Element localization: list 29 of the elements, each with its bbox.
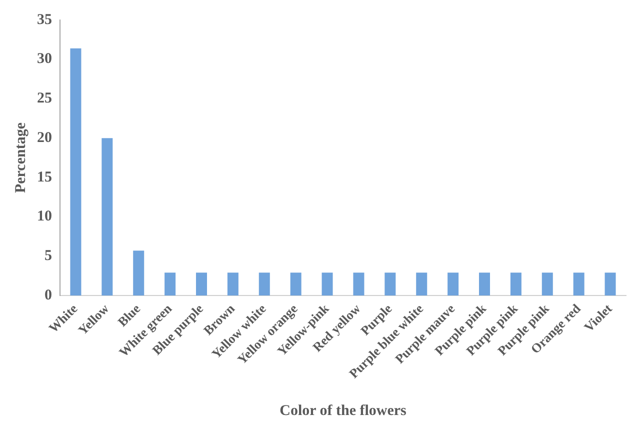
bar [102,138,113,296]
bar [70,48,82,296]
y-tick-label: 25 [37,90,52,107]
bar [290,272,302,296]
bar [448,272,459,296]
bar [478,272,490,296]
bar [196,272,208,296]
y-axis-title: Percentage [12,122,29,194]
y-tick-label: 10 [37,208,52,225]
x-axis-title: Color of the flowers [280,402,407,419]
bar [322,272,333,296]
y-tick-label: 0 [44,287,52,304]
bar [258,272,270,296]
bar [604,272,616,296]
bar [353,272,364,296]
x-tick-label: Blue [114,300,144,330]
y-tick-label: 35 [37,12,52,28]
bar [133,250,144,296]
y-tick-label: 20 [37,130,52,146]
bar [542,272,553,296]
y-tick-label: 5 [44,248,52,264]
y-tick-label: 30 [37,51,52,68]
bar [573,272,584,296]
bar [227,272,238,296]
bar [384,272,396,296]
bar [164,272,176,296]
bar [510,272,522,296]
y-tick-label: 15 [37,169,52,186]
bar [416,272,428,296]
